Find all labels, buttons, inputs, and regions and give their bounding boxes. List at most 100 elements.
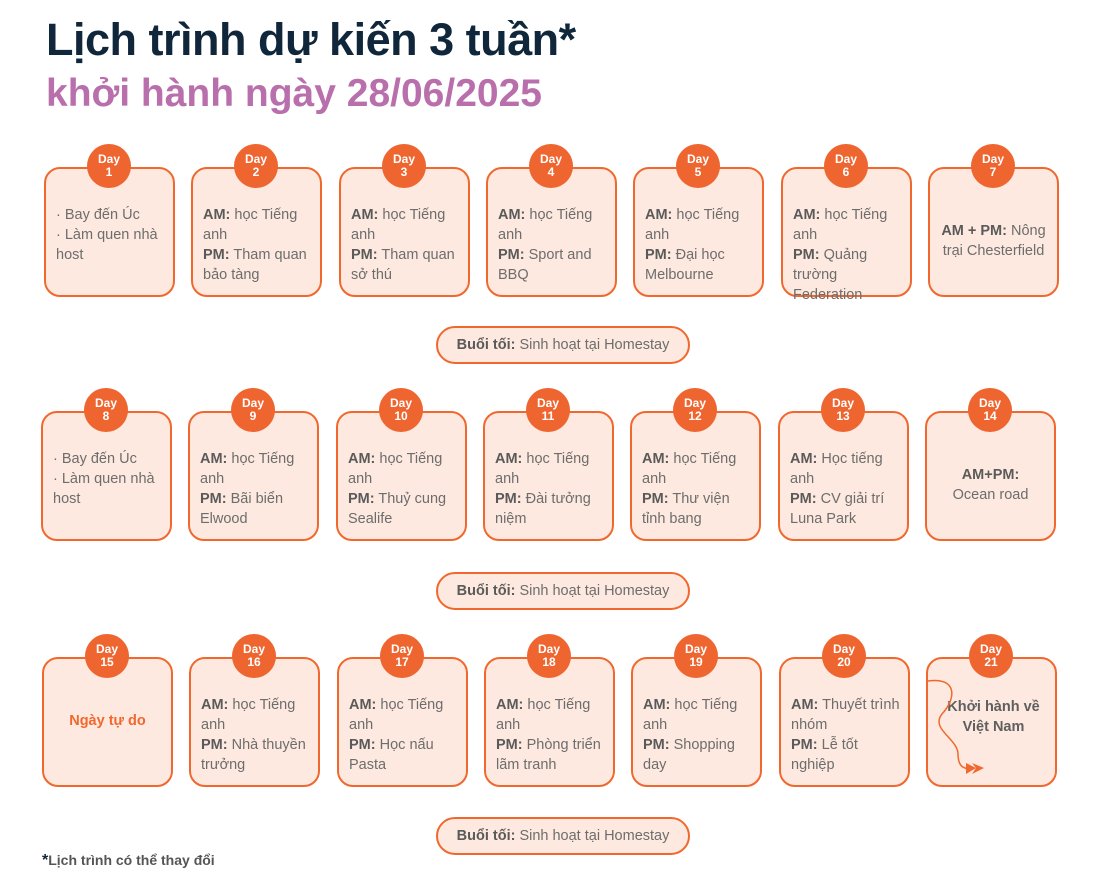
day-badge: Day 13 [821, 388, 865, 432]
day-line: PM: Quảng trường Federation [793, 245, 904, 305]
day-line: PM: Sport and BBQ [498, 245, 609, 285]
day-label: Day [683, 396, 706, 410]
day-number: 12 [688, 409, 702, 423]
day-number: 4 [547, 165, 555, 179]
line-label: PM: [793, 247, 820, 263]
day-number: 15 [100, 655, 114, 669]
day-line: PM: Nhà thuyền trưởng [201, 735, 312, 775]
day-badge: Day 7 [971, 144, 1015, 188]
day-line: AM: học Tiếng anh [200, 449, 311, 489]
day-badge: Day 4 [529, 144, 573, 188]
day-number: 19 [689, 655, 703, 669]
line-text: học Tiếng anh [495, 451, 590, 487]
day-card: AM: học Tiếng anh PM: Tham quan sở thú [339, 167, 470, 297]
day-content: AM: học Tiếng anh PM: Thư viện tỉnh bang [642, 449, 753, 529]
day-card: AM+PM: Ocean road [925, 411, 1056, 541]
flight-route-arrow-icon [928, 679, 984, 774]
day-label: Day [978, 396, 1001, 410]
day-label: Day [241, 396, 264, 410]
line-text: học Tiếng anh [348, 451, 443, 487]
line-label: AM: [495, 451, 523, 467]
line-text: Lễ tốt nghiệp [791, 737, 858, 773]
day-line: PM: Phòng triển lãm tranh [496, 735, 607, 775]
day-content: · Bay đến Úc · Làm quen nhà host [56, 205, 167, 265]
line-text: học Tiếng anh [201, 697, 296, 733]
line-label: PM: [642, 491, 669, 507]
line-label: PM: [349, 737, 376, 753]
day-content: Khởi hành về Việt Nam [936, 697, 1051, 737]
day-content: AM: học Tiếng anh PM: Học nấu Pasta [349, 695, 460, 775]
day-badge: Day 19 [674, 634, 718, 678]
day-line: PM: Lễ tốt nghiệp [791, 735, 902, 775]
line-text: học Tiếng anh [349, 697, 444, 733]
day-line: PM: CV giải trí Luna Park [790, 489, 901, 529]
day-number: 13 [836, 409, 850, 423]
line-text: học Tiếng anh [496, 697, 591, 733]
day-line: AM: Học tiếng anh [790, 449, 901, 489]
day-badge: Day 8 [84, 388, 128, 432]
day-card: AM: học Tiếng anh PM: Shopping day [631, 657, 762, 787]
day-content: AM: học Tiếng anh PM: Tham quan bảo tàng [203, 205, 314, 285]
day-label: Day [97, 152, 120, 166]
day-badge: Day 1 [87, 144, 131, 188]
line-label: PM: [201, 737, 228, 753]
day-line: AM: học Tiếng anh [643, 695, 754, 735]
line-text: CV giải trí Luna Park [790, 491, 885, 527]
day-label: Day [979, 642, 1002, 656]
day-badge: Day 12 [673, 388, 717, 432]
day-line: AM+PM: Ocean road [933, 465, 1048, 505]
day-number: 9 [249, 409, 257, 423]
line-label: PM: [791, 737, 818, 753]
line-label: AM: [349, 697, 377, 713]
day-content: AM: học Tiếng anh PM: Nhà thuyền trưởng [201, 695, 312, 775]
line-label: PM: [496, 737, 523, 753]
day-content: AM: học Tiếng anh PM: Shopping day [643, 695, 754, 775]
line-text: Phòng triển lãm tranh [496, 737, 601, 773]
day-badge: Day 18 [527, 634, 571, 678]
day-line: AM: học Tiếng anh [642, 449, 753, 489]
line-label: AM: [791, 697, 819, 713]
day-card: AM: học Tiếng anh PM: Phòng triển lãm tra… [484, 657, 615, 787]
day-label: Day [537, 642, 560, 656]
day-label: Day [539, 152, 562, 166]
line-text: Nhà thuyền trưởng [201, 737, 306, 773]
day-badge: Day 5 [676, 144, 720, 188]
line-text: học Tiếng anh [200, 451, 295, 487]
line-label: AM: [790, 451, 818, 467]
day-content: AM: học Tiếng anh PM: Tham quan sở thú [351, 205, 462, 285]
day-label: Day [392, 152, 415, 166]
day-content: AM: học Tiếng anh PM: Đài tưởng niệm [495, 449, 606, 529]
evening-text: Sinh hoạt tại Homestay [519, 337, 670, 353]
day-line: PM: Đài tưởng niệm [495, 489, 606, 529]
day-line: AM: học Tiếng anh [201, 695, 312, 735]
day-number: 16 [247, 655, 261, 669]
day-card: AM: Học tiếng anh PM: CV giải trí Luna Pa… [778, 411, 909, 541]
line-label: AM: [200, 451, 228, 467]
day-number: 3 [400, 165, 408, 179]
day-number: 1 [105, 165, 113, 179]
day-content: AM: học Tiếng anh PM: Phòng triển lãm tra… [496, 695, 607, 775]
day-badge: Day 3 [382, 144, 426, 188]
line-label: AM: [498, 207, 526, 223]
line-label: AM + PM: [941, 223, 1007, 239]
day-card: AM: Thuyết trình nhóm PM: Lễ tốt nghiệp [779, 657, 910, 787]
day-number: 5 [694, 165, 702, 179]
evening-pill: Buổi tối: Sinh hoạt tại Homestay [436, 572, 690, 610]
line-text: Thuỷ cung Sealife [348, 491, 447, 527]
day-line: PM: Thuỷ cung Sealife [348, 489, 459, 529]
day-badge: Day 14 [968, 388, 1012, 432]
line-label: AM: [203, 207, 231, 223]
day-label: Day [95, 642, 118, 656]
day-card: AM + PM: Nông trại Chesterfield [928, 167, 1059, 297]
day-card: · Bay đến Úc · Làm quen nhà host [44, 167, 175, 297]
day-content: AM: Thuyết trình nhóm PM: Lễ tốt nghiệp [791, 695, 902, 775]
line-label: PM: [203, 247, 230, 263]
day-line: PM: Tham quan sở thú [351, 245, 462, 285]
day-line: AM: học Tiếng anh [793, 205, 904, 245]
day-content: AM: học Tiếng anh PM: Sport and BBQ [498, 205, 609, 285]
line-label: PM: [643, 737, 670, 753]
day-badge: Day 6 [824, 144, 868, 188]
day-badge: Day 10 [379, 388, 423, 432]
line-label: AM: [643, 697, 671, 713]
line-label: PM: [645, 247, 672, 263]
